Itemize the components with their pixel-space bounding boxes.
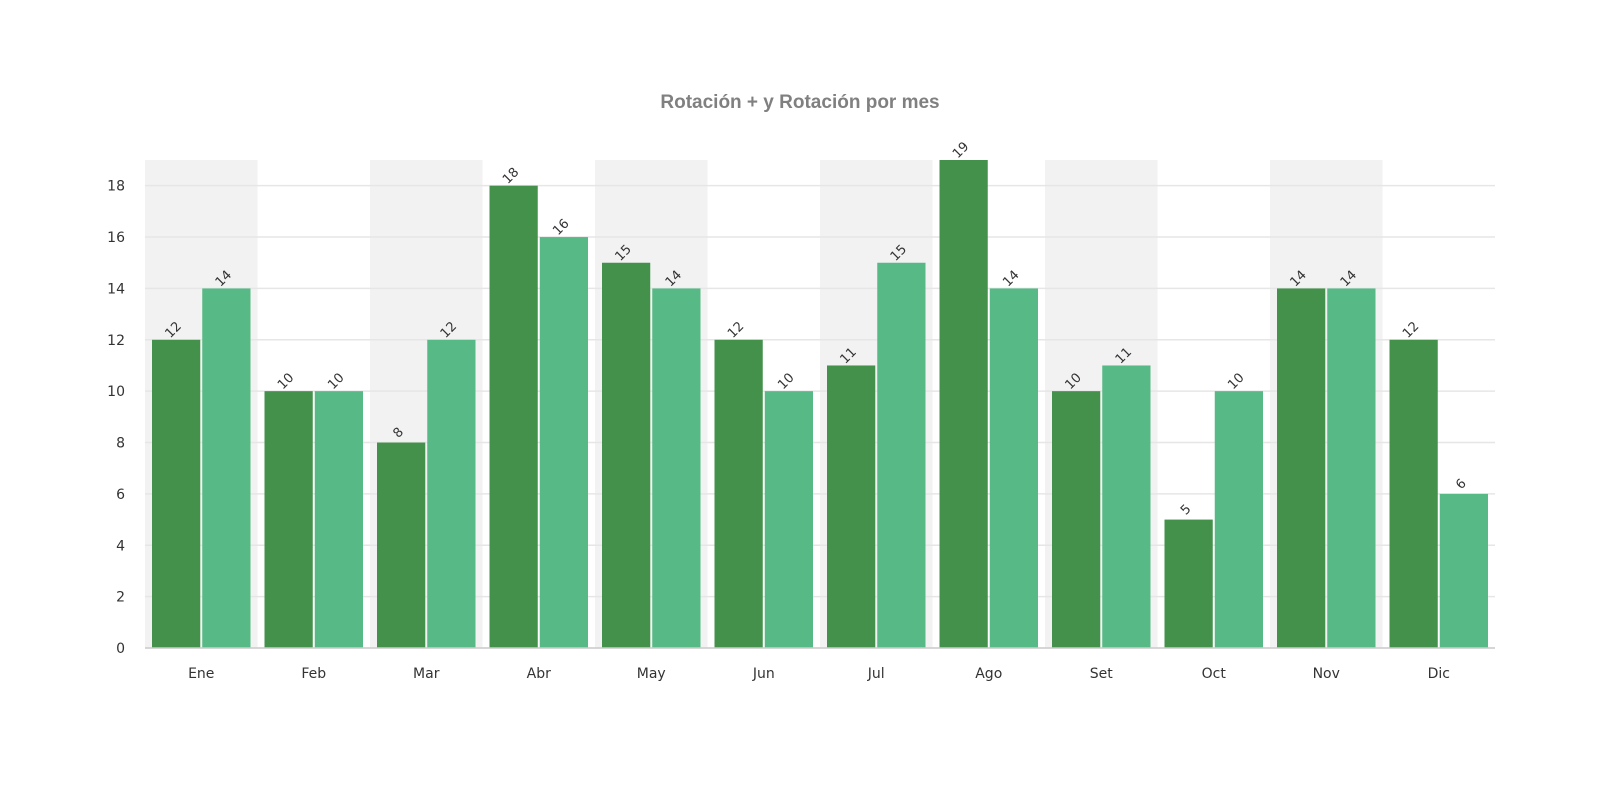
bar: [539, 237, 588, 649]
y-tick-label: 10: [107, 384, 125, 400]
bar: [827, 365, 876, 648]
bar: [652, 288, 701, 648]
x-tick-label: Mar: [413, 666, 440, 682]
y-tick-label: 6: [116, 487, 125, 503]
x-tick-label: Feb: [301, 666, 326, 682]
y-tick-label: 8: [116, 436, 125, 452]
y-tick-label: 4: [116, 538, 125, 554]
bar: [989, 288, 1038, 648]
x-tick-label: May: [637, 666, 666, 682]
data-label: 12: [725, 319, 747, 341]
bar: [377, 442, 426, 648]
bar: [1389, 339, 1438, 648]
bar: [1052, 391, 1101, 648]
data-label: 10: [1225, 371, 1247, 393]
x-tick-label: Jul: [867, 666, 885, 682]
bar: [877, 262, 926, 648]
data-label: 16: [550, 216, 572, 238]
x-tick-label: Oct: [1202, 666, 1227, 682]
bar: [1214, 391, 1263, 648]
x-tick-label: Abr: [527, 666, 551, 682]
bar: [1327, 288, 1376, 648]
data-label: 19: [950, 139, 972, 161]
x-tick-label: Jun: [752, 666, 775, 682]
data-label: 10: [325, 371, 347, 393]
bar: [152, 339, 201, 648]
x-tick-label: Ene: [188, 666, 214, 682]
y-tick-label: 14: [107, 281, 125, 297]
bar: [314, 391, 363, 648]
bar: [1439, 493, 1488, 648]
y-tick-label: 16: [107, 230, 125, 246]
x-tick-label: Dic: [1428, 666, 1450, 682]
bar: [489, 185, 538, 648]
bar: [427, 339, 476, 648]
data-label: 14: [1000, 268, 1022, 290]
x-tick-label: Ago: [975, 666, 1002, 682]
bar: [602, 262, 651, 648]
bars: [152, 160, 1488, 649]
x-tick-label: Set: [1090, 666, 1114, 682]
data-label: 12: [1400, 319, 1422, 341]
data-label: 6: [1453, 476, 1469, 492]
bar: [264, 391, 313, 648]
y-tick-label: 0: [116, 641, 125, 657]
bar: [202, 288, 251, 648]
x-axis: Ene Feb Mar Abr May Jun Jul Ago Set Oct Nov Dic: [145, 647, 1495, 682]
data-label: 10: [775, 371, 797, 393]
data-label: 10: [275, 371, 297, 393]
bar: [1164, 519, 1213, 648]
x-tick-label: Nov: [1313, 666, 1340, 682]
chart-title: Rotación + y Rotación por mes: [660, 92, 939, 113]
data-label: 18: [500, 165, 522, 187]
bar: [1102, 365, 1151, 648]
bar: [764, 391, 813, 648]
data-label: 5: [1178, 502, 1194, 518]
bar: [939, 160, 988, 648]
y-tick-label: 12: [107, 333, 125, 349]
bar: [714, 339, 763, 648]
y-tick-label: 18: [107, 179, 125, 195]
bar: [1277, 288, 1326, 648]
y-axis: 0 2 4 6 8 10 12 14 16 18: [107, 179, 125, 657]
y-tick-label: 2: [116, 590, 125, 606]
